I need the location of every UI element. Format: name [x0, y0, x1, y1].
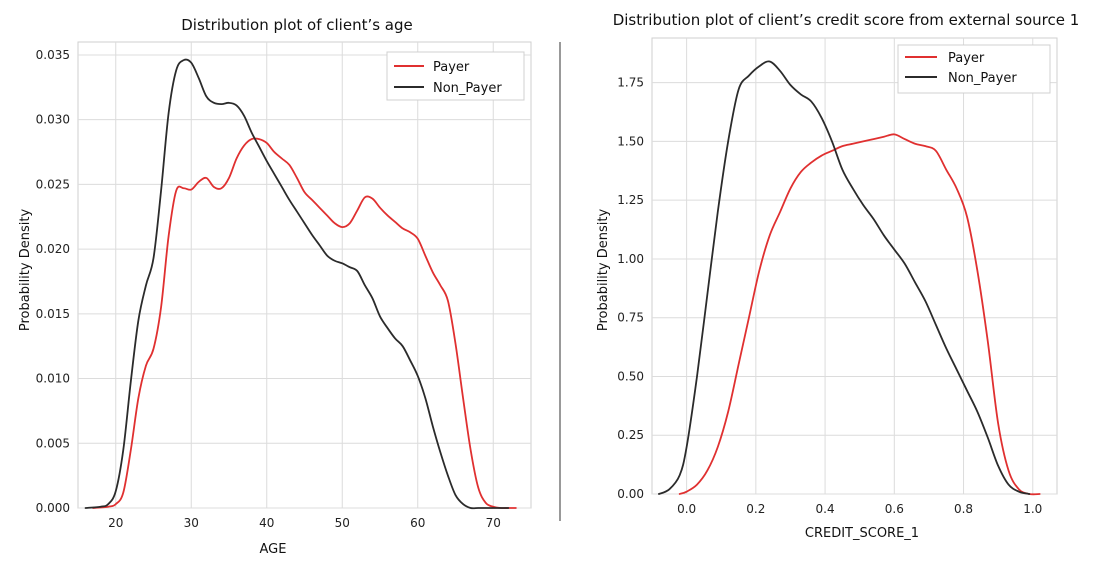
y-tick-label: 0.000: [36, 501, 70, 515]
x-tick-label: 0.8: [954, 502, 973, 516]
legend-label-non-payer: Non_Payer: [948, 71, 1017, 86]
x-tick-label: 0.6: [885, 502, 904, 516]
series-lines: [658, 60, 1041, 496]
x-tick-label: 0.4: [816, 502, 835, 516]
x-axis-label: AGE: [260, 542, 287, 557]
y-tick-label: 0.035: [36, 48, 70, 62]
y-axis-label: Probability Density: [596, 209, 611, 332]
y-tick-label: 0.015: [36, 307, 70, 321]
y-tick-label: 0.030: [36, 113, 70, 127]
y-tick-label: 1.25: [617, 193, 644, 207]
legend-box: [386, 51, 525, 101]
chart-title: Distribution plot of client’s credit sco…: [613, 11, 1080, 29]
x-tick-label: 40: [259, 516, 274, 530]
x-tick-label: 50: [335, 516, 350, 530]
y-tick-label: 1.75: [617, 76, 644, 90]
y-tick-label: 0.010: [36, 372, 70, 386]
x-tick-label: 1.0: [1023, 502, 1042, 516]
chart-title: Distribution plot of client’s age: [181, 16, 413, 34]
legend: Payer Non_Payer: [386, 51, 525, 101]
y-tick-label: 0.005: [36, 436, 70, 450]
age-distribution-chart: Distribution plot of client’s age 20 30 40…: [18, 16, 532, 557]
credit-score-distribution-chart: Distribution plot of client’s credit sco…: [596, 11, 1079, 541]
y-tick-label: 1.50: [617, 134, 644, 148]
x-tick-label: 30: [184, 516, 199, 530]
y-tick-label: 1.00: [617, 252, 644, 266]
y-tick-label: 0.25: [617, 428, 644, 442]
series-line-payer: [678, 133, 1041, 496]
legend-label-payer: Payer: [948, 51, 985, 66]
y-tick-label: 0.020: [36, 242, 70, 256]
y-tick-label: 0.50: [617, 369, 644, 383]
y-axis-label: Probability Density: [18, 209, 33, 332]
legend: Payer Non_Payer: [897, 44, 1051, 94]
x-axis-label: CREDIT_SCORE_1: [805, 526, 919, 541]
plot-area: [651, 37, 1058, 495]
series-line-payer: [92, 137, 517, 509]
y-tick-label: 0.75: [617, 311, 644, 325]
series-line-non-payer: [84, 58, 510, 510]
x-tick-label: 70: [486, 516, 501, 530]
x-tick-label: 0.0: [677, 502, 696, 516]
series-lines: [84, 58, 517, 510]
y-tick-label: 0.025: [36, 177, 70, 191]
legend-label-non-payer: Non_Payer: [433, 81, 502, 96]
tick-labels: 20 30 40 50 60 70 0.000 0.005 0.010 0.015 0.020 0.0…: [36, 48, 501, 530]
legend-box: [897, 44, 1051, 94]
legend-label-payer: Payer: [433, 60, 470, 75]
y-tick-label: 0.00: [617, 487, 644, 501]
series-line-non-payer: [658, 60, 1031, 495]
x-tick-label: 60: [410, 516, 425, 530]
x-tick-label: 0.2: [746, 502, 765, 516]
plot-area: [77, 41, 532, 509]
tick-labels: 0.0 0.2 0.4 0.6 0.8 1.0 0.00 0.25 0.50 0.75 1.00 1.…: [617, 76, 1042, 516]
x-tick-label: 20: [108, 516, 123, 530]
